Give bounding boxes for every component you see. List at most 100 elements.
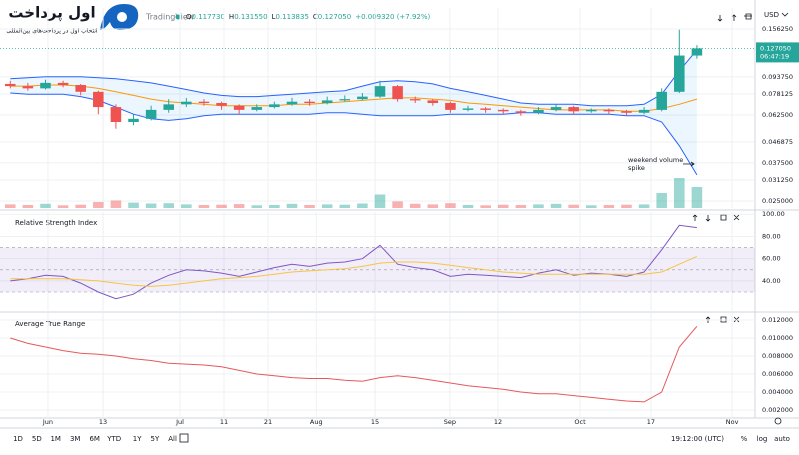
interval-button[interactable]: All (168, 435, 177, 443)
ohlc-value: 0.127050 (318, 13, 351, 21)
y-tick-label: 0.002000 (762, 406, 793, 414)
candle-body (603, 109, 615, 112)
rsi-band (0, 247, 755, 292)
candle-body (497, 109, 509, 112)
interval-button[interactable]: 1D (13, 435, 23, 443)
volume-bar (40, 203, 51, 208)
candle-body (691, 48, 703, 56)
volume-bar (251, 205, 263, 208)
x-tick-label: Oct (574, 418, 586, 426)
bottom-toolbar: 1D 5D 1M 3M 6M YTD 1Y 5Y All 19:12:00 (UTC)% log au… (13, 435, 790, 443)
scale-option[interactable]: log (757, 435, 768, 443)
volume-bar (339, 204, 351, 208)
bollinger-upper (10, 49, 698, 107)
candle-body (321, 100, 333, 104)
candle-body (22, 86, 34, 89)
scale-option[interactable]: % (741, 435, 748, 443)
candle-body (216, 103, 227, 106)
logo-title: اول پرداخت (8, 4, 95, 23)
volume-bar (462, 205, 474, 208)
interval-button[interactable]: 1Y (133, 435, 142, 443)
candle-body (585, 109, 597, 112)
candle-body (163, 104, 175, 110)
volume-bar (497, 204, 509, 208)
candle-body (304, 101, 315, 104)
y-tick-label: 0.046875 (762, 138, 793, 146)
x-tick-label: Nov (726, 418, 739, 426)
volume-bar (286, 203, 298, 208)
candle-body (128, 118, 139, 122)
bollinger-basis (10, 84, 698, 112)
volume-bar (621, 204, 632, 208)
volume-bar (110, 200, 122, 208)
volume-bar (357, 203, 368, 208)
y-tick-label: 80.00 (762, 232, 781, 240)
volume-bar (480, 205, 491, 208)
interval-button[interactable]: 6M (89, 435, 100, 443)
y-tick-label: 0.031250 (762, 176, 793, 184)
candle-body (674, 55, 685, 92)
interval-button[interactable]: 3M (70, 435, 81, 443)
volume-bar (674, 178, 685, 208)
pane-title: Relative Strength Index (15, 219, 97, 227)
y-tick-label: 0.010000 (762, 334, 793, 342)
status-dot (175, 14, 181, 20)
annotation: spike (628, 164, 645, 172)
volume-bar (145, 203, 157, 208)
goto-date[interactable] (179, 433, 189, 443)
volume-bar (603, 205, 615, 208)
volume-bar (5, 204, 16, 208)
candle-body (75, 85, 86, 92)
interval-button[interactable]: 1M (50, 435, 61, 443)
candle-body (5, 83, 16, 87)
volume-bar (57, 205, 69, 208)
interval-button[interactable]: 5Y (151, 435, 160, 443)
settings[interactable] (774, 417, 782, 425)
volume-bar (427, 204, 439, 208)
current-price-label: 0.127050 (760, 44, 791, 52)
volume-bar (550, 203, 562, 208)
volume-bar (515, 205, 527, 208)
x-tick-label: 15 (371, 418, 379, 426)
volume-bar (445, 203, 456, 208)
candle-body (40, 82, 51, 89)
volume-bar (93, 202, 104, 208)
x-tick-label: 13 (99, 418, 107, 426)
volume-bar (216, 204, 227, 208)
ohlc-change: +0.009320 (+7.92%) (355, 13, 430, 21)
candle-body (392, 86, 403, 100)
volume-bar (75, 204, 86, 208)
annotation: weekend volume (628, 156, 683, 164)
currency-caret (781, 12, 789, 17)
volume-bar (656, 193, 667, 208)
volume-bar (568, 204, 579, 208)
ohlc: O0.117730 H0.131550 L0.113835 C0.127050 +0.0… (186, 13, 431, 21)
y-tick-label: 0.062500 (762, 111, 793, 119)
x-tick-label: 21 (264, 418, 272, 426)
volume-bar (374, 194, 386, 208)
candle-body (621, 111, 632, 113)
series-line (10, 325, 698, 403)
ohlc-key: L (272, 13, 276, 21)
volume-bar (638, 204, 650, 208)
y-tick-label: 0.025000 (762, 197, 793, 205)
annotation-arrow (683, 161, 695, 167)
x-tick-label: Sep (444, 418, 456, 426)
candle-body (480, 108, 491, 110)
scale-option[interactable]: auto (774, 435, 790, 443)
candle-body (550, 107, 562, 110)
candle-body (339, 99, 351, 101)
volume-bar (409, 203, 421, 208)
bollinger-fill (10, 49, 697, 175)
interval-button[interactable]: 5D (32, 435, 42, 443)
pane-title: Average True Range (15, 320, 85, 328)
candle-body (181, 101, 192, 105)
currency[interactable]: USD (764, 11, 779, 19)
candle-body (462, 108, 474, 110)
interval-button[interactable]: YTD (106, 435, 121, 443)
candle-body (198, 101, 210, 104)
candle-body (269, 104, 280, 108)
